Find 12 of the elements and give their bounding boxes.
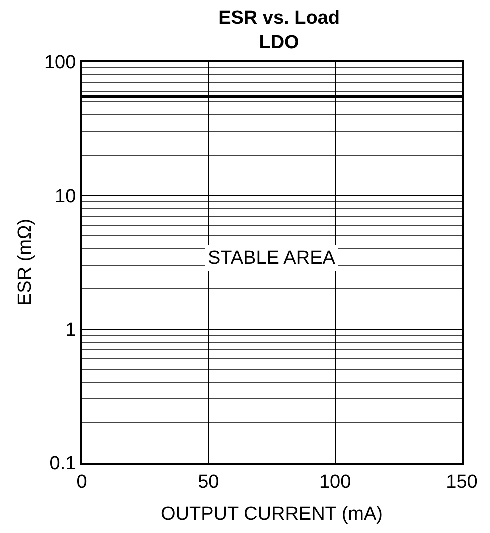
x-axis-title: OUTPUT CURRENT (mA) [160,504,384,526]
y-tick-label: 100 [44,52,76,74]
y-axis-title: ESR (mΩ) [14,218,36,306]
x-tick-label: 0 [76,472,88,493]
y-tick-label: 1 [66,320,76,341]
annotation: STABLE AREA [208,248,336,269]
x-tick-label: 50 [198,472,220,493]
x-tick-label: 150 [446,472,478,493]
y-tick-label: 0.1 [50,454,76,475]
y-tick-label: 10 [55,186,76,208]
chart-title: ESR vs. Load LDO [218,8,340,54]
x-tick-label: 100 [319,472,352,493]
